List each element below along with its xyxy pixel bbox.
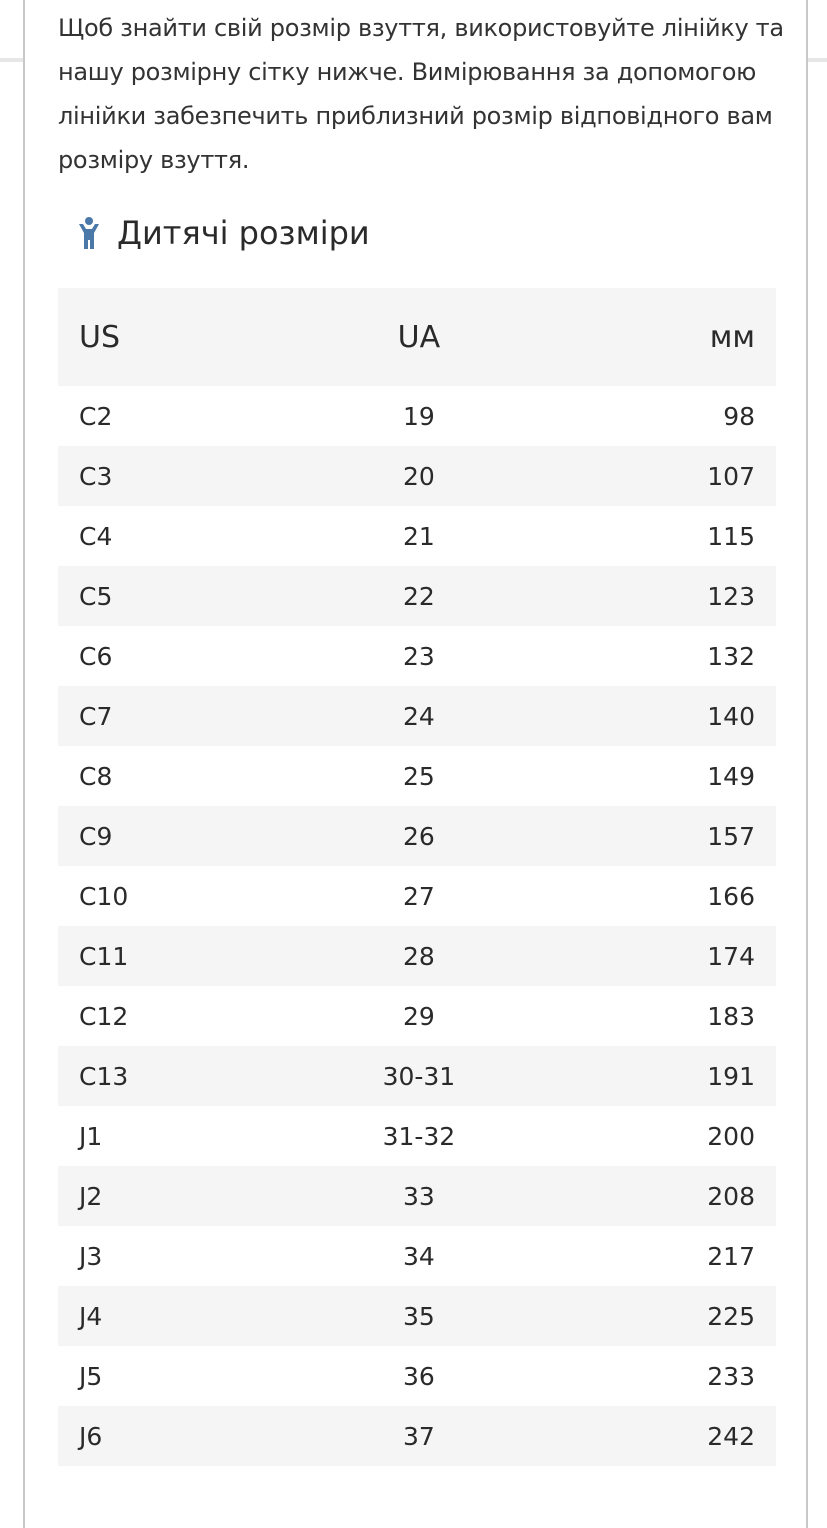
- cell-us: J1: [79, 1121, 103, 1151]
- cell-mm: 183: [707, 1001, 755, 1031]
- cell-us: C11: [58, 926, 280, 986]
- section-heading: Дитячі розміри: [77, 214, 370, 252]
- cell-ua: 27: [402, 881, 435, 911]
- table-row: C12 29 183: [58, 986, 776, 1046]
- cell-ua: 21: [402, 521, 435, 551]
- cell-mm: 123: [558, 566, 776, 626]
- table-row: J3 34 217: [58, 1226, 776, 1286]
- cell-mm: 115: [707, 521, 755, 551]
- cell-us: J5: [79, 1361, 103, 1391]
- cell-us: C4: [79, 521, 113, 551]
- cell-ua: 28: [279, 926, 559, 986]
- cell-ua: 33: [279, 1166, 559, 1226]
- cell-mm: 107: [558, 446, 776, 506]
- table-row: C7 24 140: [58, 686, 776, 746]
- table-row: C2 19 98: [58, 386, 776, 446]
- cell-us: C8: [79, 761, 113, 791]
- cell-mm: 217: [707, 1241, 755, 1271]
- table-row: C4 21 115: [58, 506, 776, 566]
- cell-mm: 132: [707, 641, 755, 671]
- cell-us: C6: [79, 641, 113, 671]
- size-guide-panel: Щоб знайти свій розмір взуття, використо…: [23, 0, 808, 1528]
- size-table: US UA мм C2 19 98 C3 20 107 C4 21 115 C5 22 123 C6 23…: [58, 288, 776, 1466]
- table-row: C5 22 123: [58, 566, 776, 626]
- cell-us: C9: [58, 806, 280, 866]
- cell-mm: 225: [558, 1286, 776, 1346]
- table-row: J4 35 225: [58, 1286, 776, 1346]
- cell-ua: 35: [279, 1286, 559, 1346]
- cell-ua: 29: [402, 1001, 435, 1031]
- table-header: US UA мм: [58, 288, 776, 386]
- section-title: Дитячі розміри: [117, 214, 370, 252]
- cell-mm: 233: [707, 1361, 755, 1391]
- cell-mm: 191: [558, 1046, 776, 1106]
- table-row: C10 27 166: [58, 866, 776, 926]
- cell-us: J4: [58, 1286, 280, 1346]
- cell-ua: 36: [402, 1361, 435, 1391]
- table-row: C8 25 149: [58, 746, 776, 806]
- divider-left: [0, 58, 24, 62]
- header-mm: мм: [558, 288, 776, 386]
- cell-us: C10: [79, 881, 129, 911]
- table-row: J6 37 242: [58, 1406, 776, 1466]
- cell-ua: 34: [402, 1241, 435, 1271]
- table-row: C6 23 132: [58, 626, 776, 686]
- table-row: C9 26 157: [58, 806, 776, 866]
- table-row: J1 31-32 200: [58, 1106, 776, 1166]
- cell-ua: 23: [402, 641, 435, 671]
- cell-ua: 19: [402, 401, 435, 431]
- cell-ua: 26: [279, 806, 559, 866]
- intro-text: Щоб знайти свій розмір взуття, використо…: [58, 14, 784, 174]
- cell-ua: 31-32: [382, 1121, 456, 1151]
- table-row: J2 33 208: [58, 1166, 776, 1226]
- cell-mm: 140: [558, 686, 776, 746]
- cell-ua: 30-31: [279, 1046, 559, 1106]
- cell-us: J3: [79, 1241, 103, 1271]
- cell-mm: 200: [707, 1121, 755, 1151]
- cell-mm: 242: [558, 1406, 776, 1466]
- cell-ua: 25: [402, 761, 435, 791]
- table-row: J5 36 233: [58, 1346, 776, 1406]
- cell-ua: 24: [279, 686, 559, 746]
- cell-ua: 37: [279, 1406, 559, 1466]
- cell-us: J2: [58, 1166, 280, 1226]
- cell-ua: 22: [279, 566, 559, 626]
- cell-mm: 157: [558, 806, 776, 866]
- cell-mm: 174: [558, 926, 776, 986]
- cell-mm: 166: [707, 881, 755, 911]
- table-row: C13 30-31 191: [58, 1046, 776, 1106]
- table-row: C11 28 174: [58, 926, 776, 986]
- child-icon: [79, 217, 99, 249]
- header-us: US: [58, 288, 280, 386]
- cell-us: C3: [58, 446, 280, 506]
- cell-us: C7: [58, 686, 280, 746]
- cell-us: C13: [58, 1046, 280, 1106]
- cell-mm: 208: [558, 1166, 776, 1226]
- cell-ua: 20: [279, 446, 559, 506]
- cell-mm: 149: [707, 761, 755, 791]
- cell-mm: 98: [723, 401, 755, 431]
- header-ua: UA: [279, 288, 559, 386]
- table-row: C3 20 107: [58, 446, 776, 506]
- divider-right: [807, 58, 827, 62]
- cell-us: C2: [79, 401, 113, 431]
- cell-us: C5: [58, 566, 280, 626]
- cell-us: J6: [58, 1406, 280, 1466]
- cell-us: C12: [79, 1001, 129, 1031]
